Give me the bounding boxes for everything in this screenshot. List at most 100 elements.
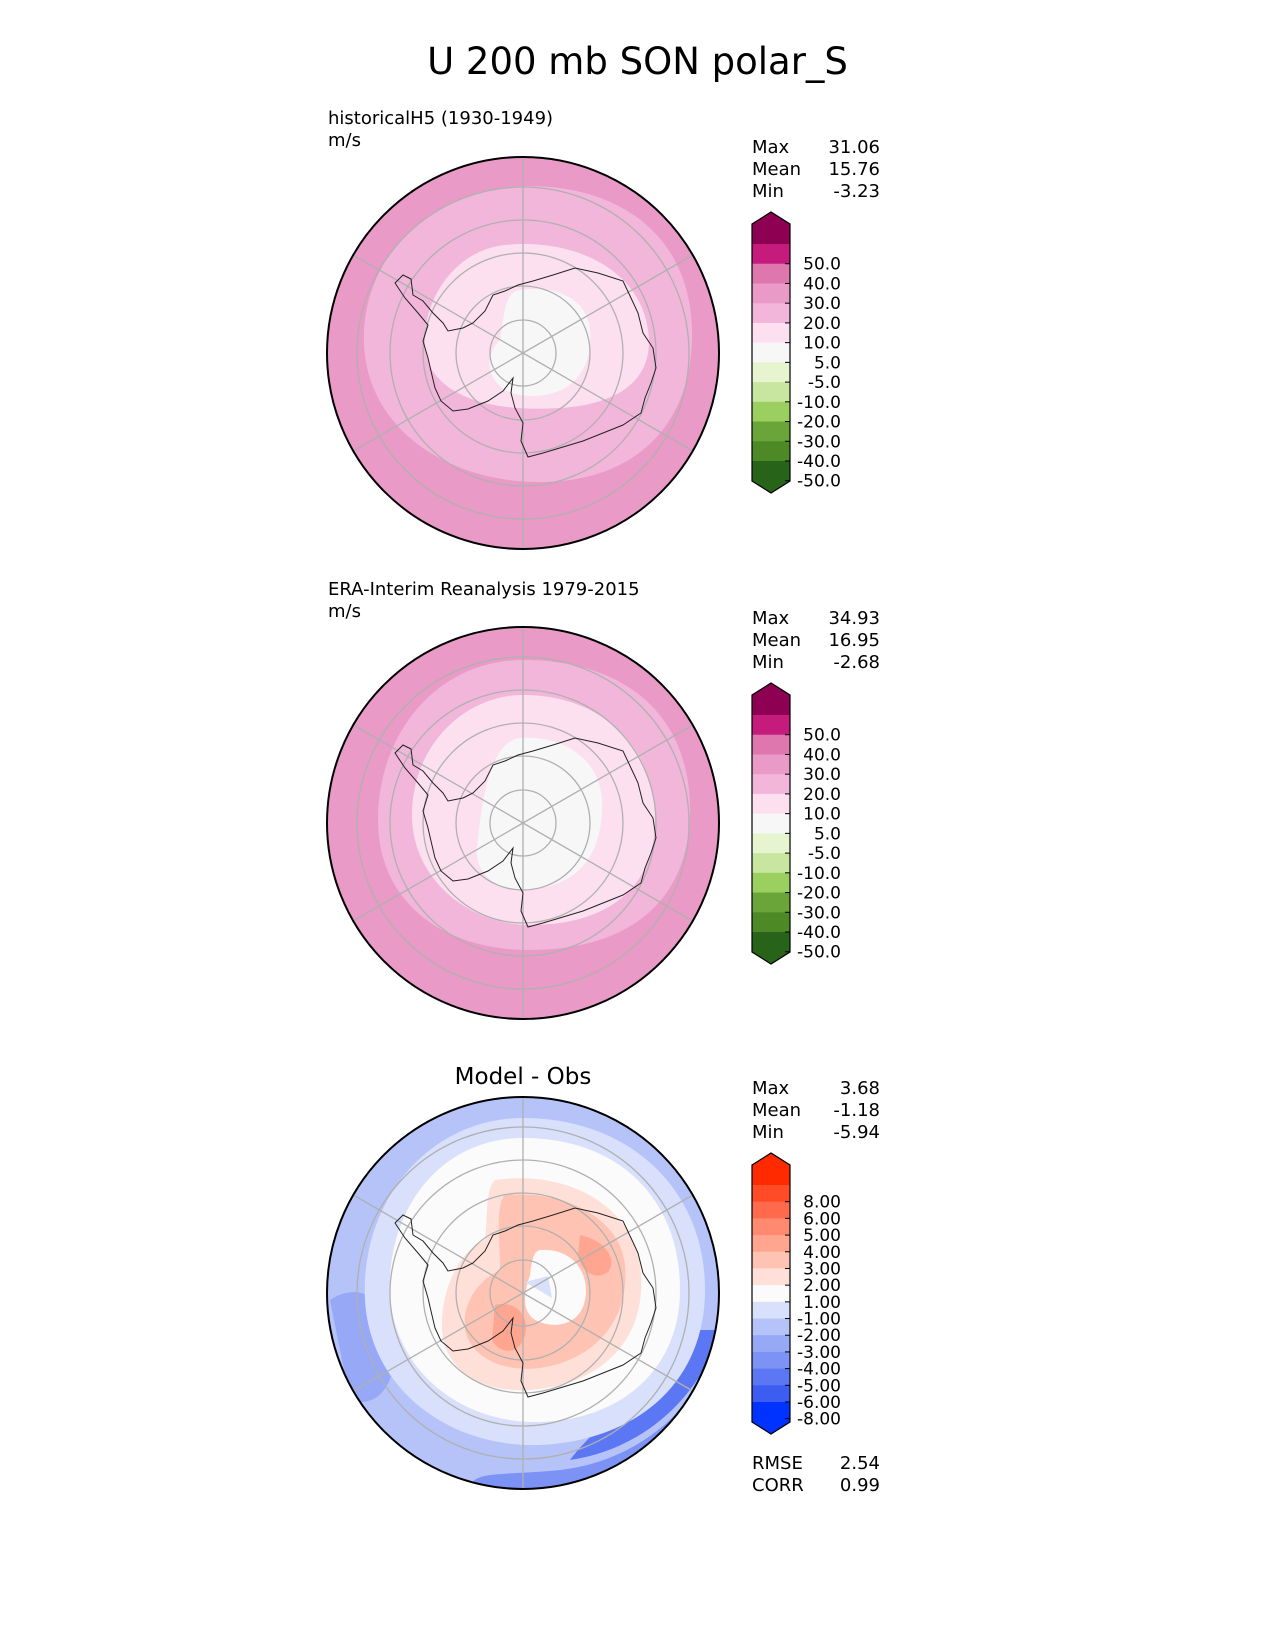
- stat-key: Mean: [752, 1100, 802, 1121]
- metric-key: RMSE: [752, 1453, 803, 1474]
- figure-title: U 200 mb SON polar_S: [427, 40, 848, 83]
- colorbar-extend-bottom: [752, 1402, 790, 1434]
- colorbar-segment: [752, 872, 790, 894]
- stat-row: Max 34.93: [752, 608, 880, 630]
- meridian-line: [352, 724, 524, 824]
- meridian-line: [522, 724, 694, 824]
- colorbar-segment: [752, 1285, 790, 1303]
- stat-value: 31.06: [828, 137, 880, 158]
- colorbar-segment: [752, 853, 790, 874]
- colorbar-tick-label: 10.0: [803, 334, 841, 354]
- map3-band-p3: [578, 1235, 612, 1276]
- colorbar-tick-label: -40.0: [797, 923, 841, 943]
- map2: [327, 627, 719, 1019]
- colorbar-tick-label: -5.00: [797, 1376, 841, 1396]
- stat-key: Min: [752, 1122, 784, 1143]
- stat-row: Max 31.06: [752, 137, 880, 159]
- colorbar-tick-label: 4.00: [803, 1243, 841, 1263]
- stat-row: Mean 16.95: [752, 630, 880, 652]
- colorbar-tick-label: 2.00: [803, 1276, 841, 1296]
- stat-value: -1.18: [833, 1100, 880, 1121]
- meridian-line: [352, 1292, 524, 1392]
- colorbar-tick-label: -30.0: [797, 903, 841, 923]
- metric-row: RMSE 2.54: [752, 1453, 880, 1475]
- colorbar-extend-top: [752, 212, 790, 244]
- colorbar-segment: [752, 1318, 790, 1336]
- panel3-title: Model - Obs: [454, 1064, 592, 1090]
- colorbar-tick-label: -10.0: [797, 864, 841, 884]
- colorbar-segment: [752, 715, 790, 736]
- metric-value: 0.99: [839, 1475, 880, 1496]
- stat-key: Mean: [752, 630, 802, 651]
- colorbar-segment: [752, 322, 790, 344]
- panel2-stats: Max 34.93 Mean 16.95 Min -2.68: [752, 608, 880, 674]
- colorbar-tick-label: -1.00: [797, 1310, 841, 1330]
- stat-row: Min -2.68: [752, 652, 880, 674]
- colorbar-segment: [752, 244, 790, 265]
- colorbar-tick-label: -8.00: [797, 1410, 841, 1430]
- metric-row: CORR 0.99: [752, 1475, 880, 1497]
- colorbar-tick-label: 50.0: [803, 726, 841, 746]
- colorbar-segment: [752, 1235, 790, 1253]
- colorbar-2: 50.040.030.020.010.05.0-5.0-10.0-20.0-30…: [751, 682, 841, 965]
- colorbar-segment: [752, 1201, 790, 1219]
- colorbar-tick-label: 50.0: [803, 255, 841, 275]
- colorbar-segment: [752, 303, 790, 324]
- colorbar-segment: [752, 1385, 790, 1403]
- colorbar-segment: [752, 263, 790, 284]
- colorbar-tick-label: -4.00: [797, 1360, 841, 1380]
- colorbar-segment: [752, 833, 790, 854]
- stat-value: -3.23: [833, 181, 880, 202]
- stat-key: Max: [752, 137, 790, 158]
- colorbar-tick-label: 5.00: [803, 1226, 841, 1246]
- colorbar-tick-label: -6.00: [797, 1393, 841, 1413]
- stat-key: Max: [752, 608, 790, 629]
- colorbar-tick-label: -2.00: [797, 1326, 841, 1346]
- meridian-line: [352, 254, 524, 354]
- meridian-line: [352, 1194, 524, 1294]
- stat-value: -5.94: [833, 1122, 880, 1143]
- metric-key: CORR: [752, 1475, 804, 1496]
- panel2-units: m/s: [328, 601, 361, 622]
- colorbar-tick-label: -10.0: [797, 393, 841, 413]
- map-overlays: [326, 156, 720, 1490]
- panel1-label: historicalH5 (1930-1949) m/s: [328, 108, 553, 152]
- meridian-line: [352, 352, 524, 452]
- colorbar-tick-label: 40.0: [803, 274, 841, 294]
- colorbar-extend-top: [752, 683, 790, 715]
- colorbar-extend-top: [752, 1153, 790, 1185]
- map3-overlay: [326, 1096, 720, 1490]
- colorbar-segment: [752, 1218, 790, 1236]
- antarctica-coastline: [394, 737, 657, 928]
- colorbar-segment: [752, 421, 790, 442]
- map3-band-p3b: [492, 1304, 526, 1351]
- stat-value: 15.76: [828, 159, 880, 180]
- antarctica-coastline: [394, 267, 657, 458]
- colorbar-tick-label: 5.0: [814, 353, 841, 373]
- colorbar-segment: [752, 793, 790, 815]
- colorbar-tick-label: -5.0: [808, 844, 841, 864]
- stat-value: 3.68: [839, 1078, 880, 1099]
- colorbar-segment: [752, 362, 790, 383]
- colorbar-tick-label: -50.0: [797, 472, 841, 492]
- panel2-title: ERA-Interim Reanalysis 1979-2015: [328, 579, 640, 600]
- colorbar-segment: [752, 401, 790, 423]
- map1-overlay: [326, 156, 720, 550]
- panel3-stats: Max 3.68 Mean -1.18 Min -5.94: [752, 1078, 880, 1144]
- colorbar-tick-label: -20.0: [797, 884, 841, 904]
- colorbar-1: 50.040.030.020.010.05.0-5.0-10.0-20.0-30…: [751, 211, 841, 494]
- stat-key: Min: [752, 652, 784, 673]
- panel2-label: ERA-Interim Reanalysis 1979-2015 m/s: [328, 579, 640, 623]
- colorbar-tick-label: -40.0: [797, 452, 841, 472]
- colorbar-segment: [752, 441, 790, 462]
- stat-value: 16.95: [828, 630, 880, 651]
- stat-row: Max 3.68: [752, 1078, 880, 1100]
- colorbar-tick-label: 30.0: [803, 294, 841, 314]
- meridian-line: [522, 352, 694, 452]
- stat-row: Min -3.23: [752, 181, 880, 203]
- map-border: [326, 626, 720, 1020]
- colorbar-segment: [752, 892, 790, 913]
- panel1-units: m/s: [328, 130, 361, 151]
- colorbar-tick-label: 1.00: [803, 1293, 841, 1313]
- colorbar-3: 8.006.005.004.003.002.001.00-1.00-2.00-3…: [751, 1152, 841, 1435]
